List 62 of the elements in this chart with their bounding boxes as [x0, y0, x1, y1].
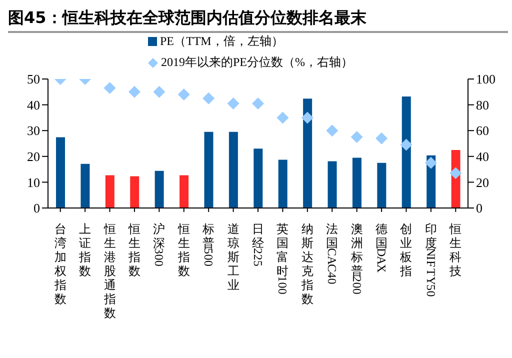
y2-tick-label: 80	[476, 97, 489, 112]
point	[227, 98, 240, 110]
y2-tick-label: 60	[476, 123, 489, 138]
point	[326, 124, 338, 137]
x-tick-label: 日经225	[251, 222, 265, 266]
point	[252, 98, 264, 110]
y-tick-label: 0	[34, 200, 40, 216]
point	[128, 86, 140, 98]
x-tick-label: 道琼斯工业	[227, 222, 240, 292]
x-tick-label: 恒生指数	[176, 222, 190, 278]
x-tick-label: 法国CAC40	[325, 222, 340, 284]
x-tick-label: 恒生指数	[127, 222, 140, 278]
y2-tick-label: 0	[476, 200, 482, 216]
x-tick-label: 澳洲标普200	[350, 222, 364, 294]
x-tick-label: 德国DAX	[374, 222, 389, 273]
point	[450, 167, 462, 180]
x-tick-label: 纳斯达克指数	[300, 222, 314, 306]
bar	[204, 132, 214, 208]
y-tick-label: 50	[27, 72, 40, 87]
point	[301, 112, 314, 124]
category-label: 印度NIFTY50	[424, 222, 438, 297]
bar	[56, 137, 65, 208]
bar	[377, 162, 386, 208]
point	[104, 82, 116, 94]
point	[153, 86, 166, 98]
chart-title: 图45：恒生科技在全球范围内估值分位数排名最末	[8, 8, 508, 33]
y-tick-label: 30	[27, 123, 40, 138]
bar	[328, 161, 337, 208]
x-tick-label: 沪深300	[152, 222, 166, 266]
bar	[278, 160, 288, 208]
x-tick-label: 恒生港股通指数	[102, 222, 116, 320]
point	[350, 131, 363, 144]
bar	[228, 132, 238, 208]
bar	[180, 175, 189, 208]
point	[178, 88, 190, 100]
point	[276, 112, 289, 124]
point	[376, 132, 388, 144]
x-tick-label: 标普500	[202, 222, 216, 266]
point	[424, 156, 437, 169]
point	[202, 92, 215, 104]
x-tick-label: 英国富时100	[276, 222, 290, 294]
x-tick-label: 上证指数	[78, 222, 92, 278]
y2-tick-label: 100	[476, 72, 496, 87]
point	[400, 138, 412, 151]
bar	[130, 176, 140, 208]
x-tick-label: 创业板指	[399, 222, 412, 278]
legend-label: 2019年以来的PE分位数（%，右轴）	[161, 54, 353, 71]
bar	[303, 98, 312, 208]
bar	[402, 96, 411, 208]
x-tick-label: 台湾加权指数	[53, 222, 66, 306]
legend-label: PE（TTM，倍，左轴）	[160, 33, 284, 50]
y-tick-label: 20	[27, 149, 40, 164]
y-tick-label: 40	[27, 97, 40, 112]
y2-tick-label: 40	[476, 149, 489, 164]
bar	[254, 148, 263, 208]
bar	[352, 158, 362, 208]
bar	[105, 175, 114, 208]
bar	[154, 170, 164, 208]
y2-tick-label: 20	[476, 174, 489, 190]
x-tick-label: 恒生科技	[448, 222, 462, 278]
bar	[80, 164, 90, 208]
y-tick-label: 10	[27, 174, 40, 190]
